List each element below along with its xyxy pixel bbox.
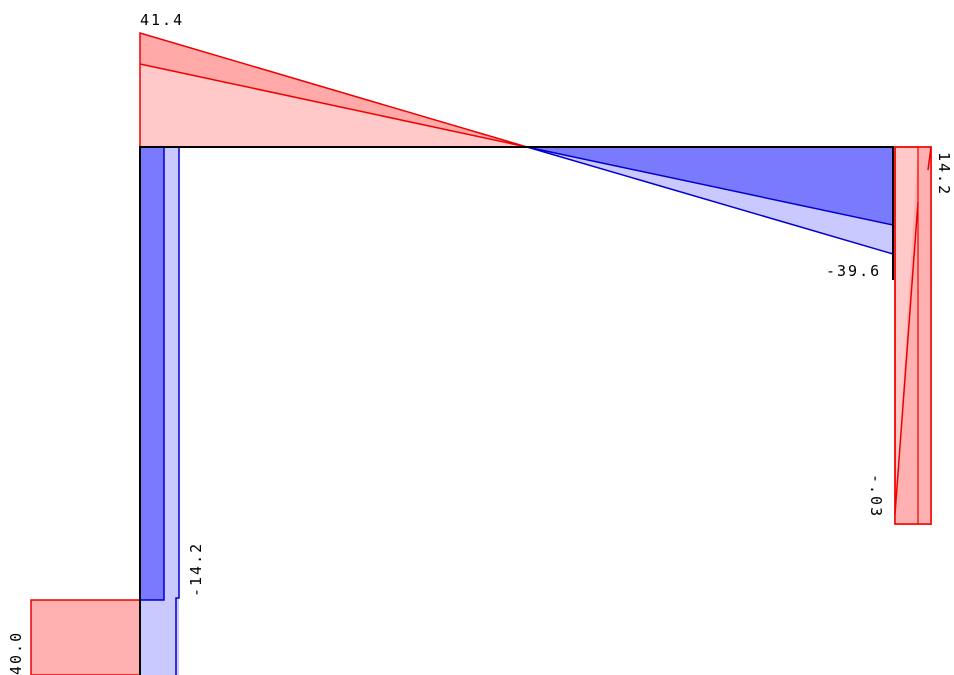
label-right-column-bottom: -.03 — [867, 474, 885, 518]
label-support-left: 40.0 — [7, 631, 25, 675]
right-column-outline — [894, 146, 932, 525]
label-beam-left-peak: 41.4 — [140, 11, 184, 29]
label-right-column-top: 14.2 — [935, 152, 953, 196]
label-left-column: -14.2 — [187, 542, 205, 597]
beam-positive-outline — [139, 31, 528, 148]
right-column-positive-dark — [895, 147, 931, 524]
beam-negative-line-inner — [526, 146, 894, 226]
left-column-negative-outline — [175, 147, 180, 675]
beam-positive-inner-line — [139, 63, 528, 148]
left-column-negative-dark — [140, 147, 164, 600]
label-beam-right-min: -39.6 — [826, 262, 881, 280]
right-column-diagonal-lower — [894, 201, 919, 515]
support-reaction-block — [30, 599, 141, 675]
frame-member-beam — [139, 146, 894, 675]
beam-negative-line-outer — [526, 146, 894, 255]
left-column-negative-inner — [140, 147, 165, 601]
